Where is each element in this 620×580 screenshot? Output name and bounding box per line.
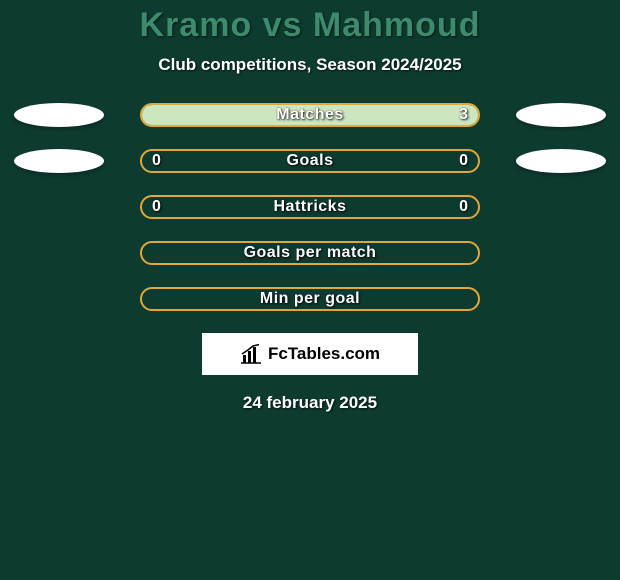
stat-value-right: 0 [459, 198, 468, 216]
stat-value-right: 0 [459, 152, 468, 170]
player-right-badge [516, 103, 606, 127]
chart-icon [240, 344, 262, 364]
stat-rows: Matches 3 0 Goals 0 0 Hattricks 0 Goals per matc… [0, 103, 620, 311]
stat-value-left: 0 [152, 198, 161, 216]
stat-label: Goals [287, 152, 334, 170]
stat-bar: Goals per match [140, 241, 480, 265]
stat-row: 0 Goals 0 [0, 149, 620, 173]
subtitle: Club competitions, Season 2024/2025 [158, 55, 461, 75]
stat-label: Min per goal [260, 290, 360, 308]
stat-label: Hattricks [274, 198, 347, 216]
stat-bar: 0 Hattricks 0 [140, 195, 480, 219]
player-right-badge [516, 149, 606, 173]
stat-row: Matches 3 [0, 103, 620, 127]
stat-row: 0 Hattricks 0 [0, 195, 620, 219]
stat-label: Matches [276, 106, 344, 124]
comparison-infographic: Kramo vs Mahmoud Club competitions, Seas… [0, 0, 620, 580]
stat-row: Min per goal [0, 287, 620, 311]
player-left-badge [14, 149, 104, 173]
stat-value-right: 3 [459, 106, 468, 124]
stat-row: Goals per match [0, 241, 620, 265]
date-label: 24 february 2025 [243, 393, 377, 413]
logo-text: FcTables.com [268, 344, 380, 364]
stat-value-left: 0 [152, 152, 161, 170]
stat-bar: Min per goal [140, 287, 480, 311]
player-left-badge [14, 103, 104, 127]
stat-bar: Matches 3 [140, 103, 480, 127]
stat-label: Goals per match [244, 244, 377, 262]
attribution-logo: FcTables.com [202, 333, 418, 375]
page-title: Kramo vs Mahmoud [140, 6, 481, 45]
stat-bar: 0 Goals 0 [140, 149, 480, 173]
